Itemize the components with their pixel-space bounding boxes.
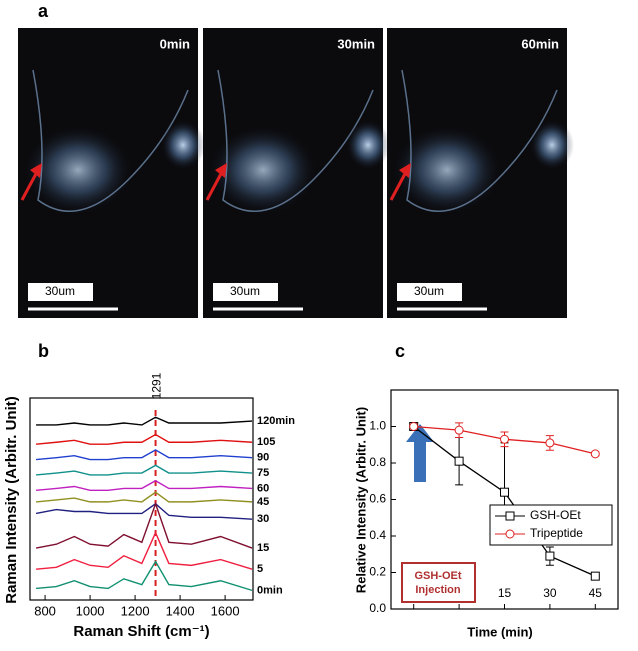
panel-label: a	[38, 1, 49, 21]
x-tick-label: 1400	[166, 603, 195, 618]
spectrum	[35, 502, 253, 520]
arrow-head	[215, 163, 227, 178]
y-tick-label: 0.4	[369, 528, 386, 542]
time-label: 30min	[337, 36, 375, 51]
spectrum	[36, 491, 253, 503]
marker	[454, 456, 464, 466]
scale-box	[28, 283, 93, 301]
x-tick-label: 15	[498, 586, 512, 600]
series-label: 15	[257, 542, 269, 554]
cell	[208, 125, 318, 215]
marker	[409, 422, 419, 431]
x-tick-label: 30	[543, 586, 557, 600]
scale-label: 30um	[45, 284, 75, 298]
y-axis-title: Relative Intensity (Arbitr. Unit)	[353, 407, 368, 593]
arrow-head	[399, 163, 411, 178]
cell	[161, 120, 205, 170]
scale-label: 30um	[414, 284, 444, 298]
arrow	[20, 169, 40, 201]
legend-label: Tripeptide	[530, 526, 583, 540]
panel-label: c	[395, 341, 405, 361]
x-axis-title: Raman Shift (cm⁻¹)	[73, 623, 209, 640]
y-axis-title: Raman Intensity (Arbitr. Unit)	[3, 396, 20, 604]
marker	[590, 449, 600, 459]
series-label: 30	[257, 513, 269, 525]
legend-label: GSH-OEt	[530, 508, 581, 522]
y-tick-label: 0.8	[369, 455, 386, 469]
annotation-box	[401, 562, 476, 603]
x-tick-label: 45	[589, 586, 603, 600]
marker	[454, 425, 464, 435]
cell	[392, 125, 502, 215]
series-label: 0min	[257, 584, 283, 596]
x-axis-title: Time (min)	[467, 624, 533, 639]
spectrum	[36, 479, 253, 492]
spectrum	[36, 464, 253, 476]
cell	[530, 120, 574, 170]
y-tick-label: 0.0	[369, 601, 386, 615]
series-label: 5	[257, 563, 263, 575]
x-tick-label: 1600	[211, 603, 240, 618]
series-label: 75	[257, 467, 269, 479]
cell	[346, 120, 390, 170]
time-label: 60min	[521, 36, 559, 51]
series-label: 60	[257, 482, 269, 494]
legend-marker	[505, 529, 515, 539]
marker	[545, 438, 555, 448]
marker	[500, 434, 509, 444]
series-label: 105	[257, 436, 275, 448]
arrow	[205, 169, 225, 201]
x-tick-label: 1000	[76, 603, 105, 618]
scale-box	[397, 283, 462, 301]
cell	[23, 125, 133, 215]
marker	[545, 551, 555, 561]
legend-marker	[505, 511, 515, 521]
arrow	[389, 169, 409, 201]
plot-frame	[29, 397, 254, 601]
marker	[590, 571, 600, 581]
peak-label: 1291	[150, 372, 164, 399]
marker	[500, 487, 509, 497]
spectrum	[35, 501, 253, 549]
scale-box	[213, 283, 278, 301]
injection-arrow-head	[406, 424, 434, 442]
annotation: GSH-OEt	[414, 570, 461, 582]
series-label: 90	[257, 452, 269, 464]
y-tick-label: 0.6	[369, 492, 386, 506]
annotation: Injection	[415, 584, 461, 596]
time-label: 0min	[160, 36, 190, 51]
series-label: 45	[257, 496, 269, 508]
panel-label: b	[38, 341, 49, 361]
spectrum	[36, 416, 253, 426]
arrow-head	[30, 163, 42, 178]
y-tick-label: 1.0	[369, 419, 386, 433]
spectrum	[36, 560, 253, 592]
series-label: 120min	[257, 415, 295, 427]
scale-label: 30um	[230, 284, 260, 298]
spectrum	[36, 530, 253, 570]
spectrum	[36, 449, 253, 461]
spectrum	[36, 433, 253, 445]
x-tick-label: 1200	[121, 603, 150, 618]
x-tick-label: 800	[34, 603, 56, 618]
y-tick-label: 0.2	[369, 565, 386, 579]
